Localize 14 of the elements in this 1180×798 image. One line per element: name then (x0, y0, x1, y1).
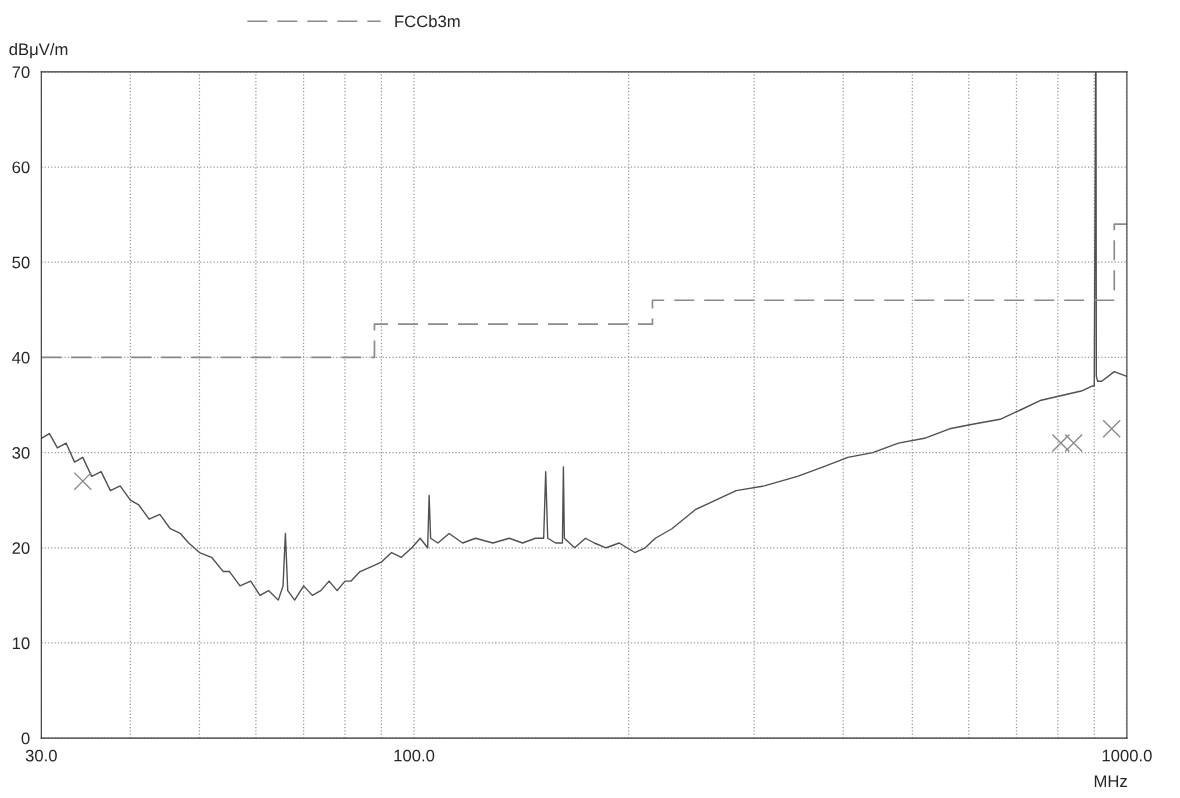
x-tick-label: 30.0 (25, 749, 57, 762)
y-tick-label: 10 (12, 637, 30, 650)
y-tick-label: 20 (12, 542, 30, 554)
y-tick-label: 70 (12, 66, 30, 79)
x-tick-label: 1000.0 (1102, 749, 1152, 762)
y-axis-title: dBμV/m (9, 42, 68, 59)
text: FCCb3m (395, 15, 460, 28)
y-tick-label: 40 (12, 351, 30, 364)
y-tick-label: 0 (21, 732, 30, 745)
y-tick-label: 60 (12, 161, 30, 174)
x-tick-label: 100.0 (394, 749, 435, 762)
y-tick-label: 30 (12, 446, 30, 459)
y-tick-label: 50 (12, 256, 30, 269)
x-axis-title: MHz (1094, 775, 1127, 787)
